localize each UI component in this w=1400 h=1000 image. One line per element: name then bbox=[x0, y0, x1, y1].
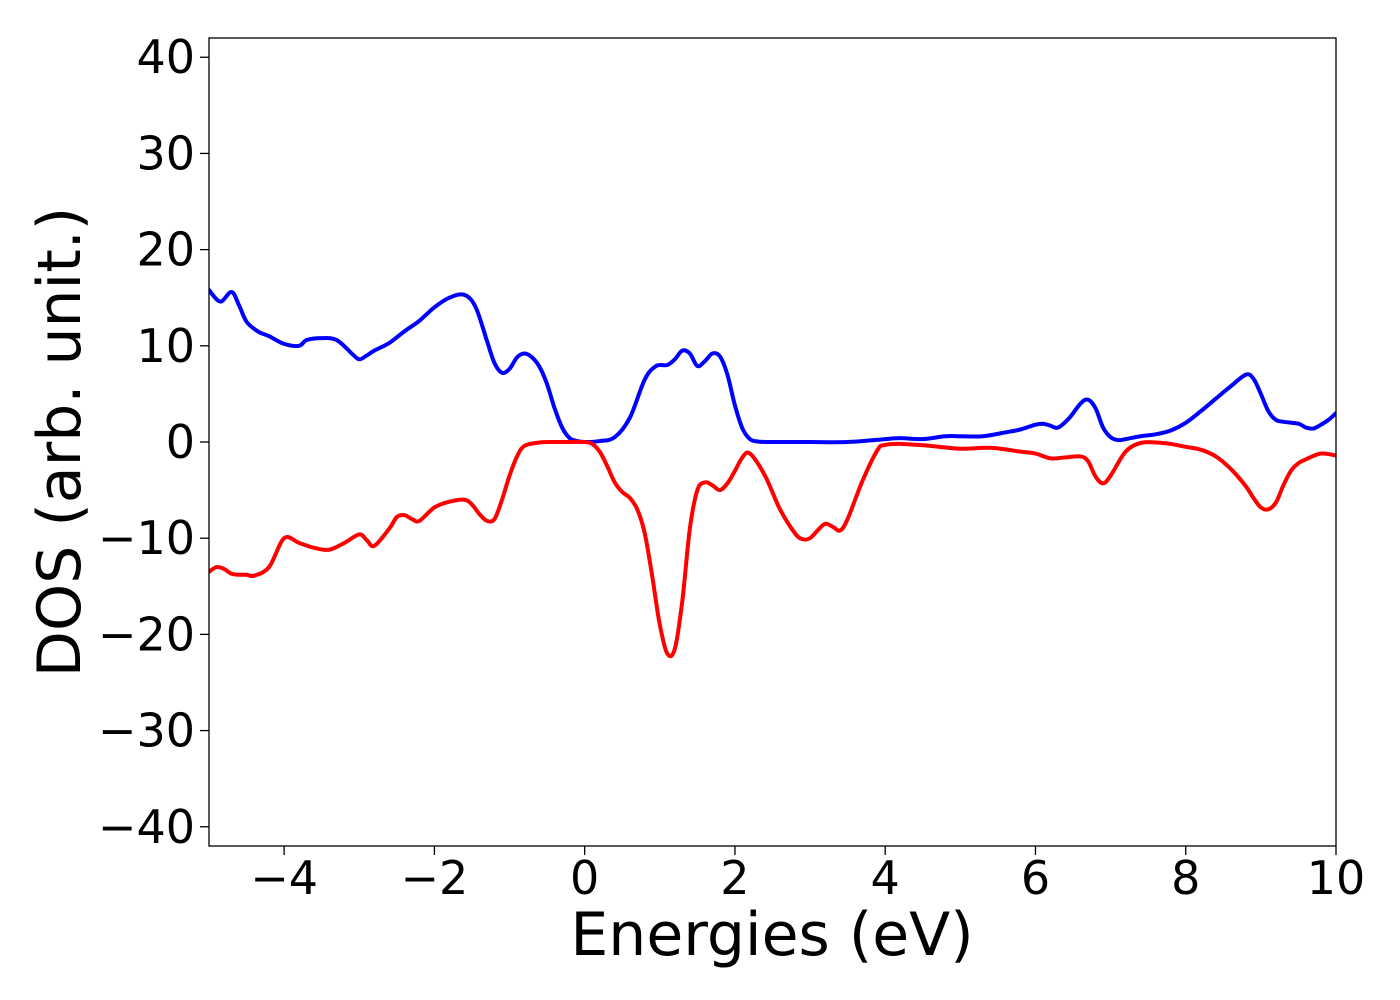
x-tick-label: 6 bbox=[1021, 851, 1050, 905]
series-line-1 bbox=[209, 288, 1336, 445]
y-tick-label: 30 bbox=[136, 126, 195, 180]
y-tick-label: 40 bbox=[136, 30, 195, 84]
y-axis-title: DOS (arb. unit.) bbox=[25, 207, 95, 677]
x-tick-label: 8 bbox=[1171, 851, 1200, 905]
y-tick-label: 20 bbox=[136, 223, 195, 277]
x-tick-label: 0 bbox=[570, 851, 599, 905]
series-layer bbox=[209, 288, 1336, 659]
y-tick-label: −10 bbox=[98, 511, 195, 565]
x-tick-label: −4 bbox=[250, 851, 318, 905]
x-tick-label: 4 bbox=[871, 851, 900, 905]
y-tick-label: 10 bbox=[136, 319, 195, 373]
x-axis-title: Energies (eV) bbox=[570, 900, 973, 970]
y-tick-label: −20 bbox=[98, 607, 195, 661]
x-tick-label: 10 bbox=[1307, 851, 1366, 905]
x-tick-label: 2 bbox=[720, 851, 749, 905]
y-tick-label: 0 bbox=[166, 415, 195, 469]
y-tick-label: −40 bbox=[98, 800, 195, 854]
y-axis: −40 −30 −20 −10 0 10 20 30 40 bbox=[98, 30, 209, 854]
x-axis: −4 −2 0 2 4 6 8 10 bbox=[250, 846, 1365, 905]
series-line-2 bbox=[209, 439, 1336, 659]
x-tick-label: −2 bbox=[400, 851, 468, 905]
y-tick-label: −30 bbox=[98, 704, 195, 758]
